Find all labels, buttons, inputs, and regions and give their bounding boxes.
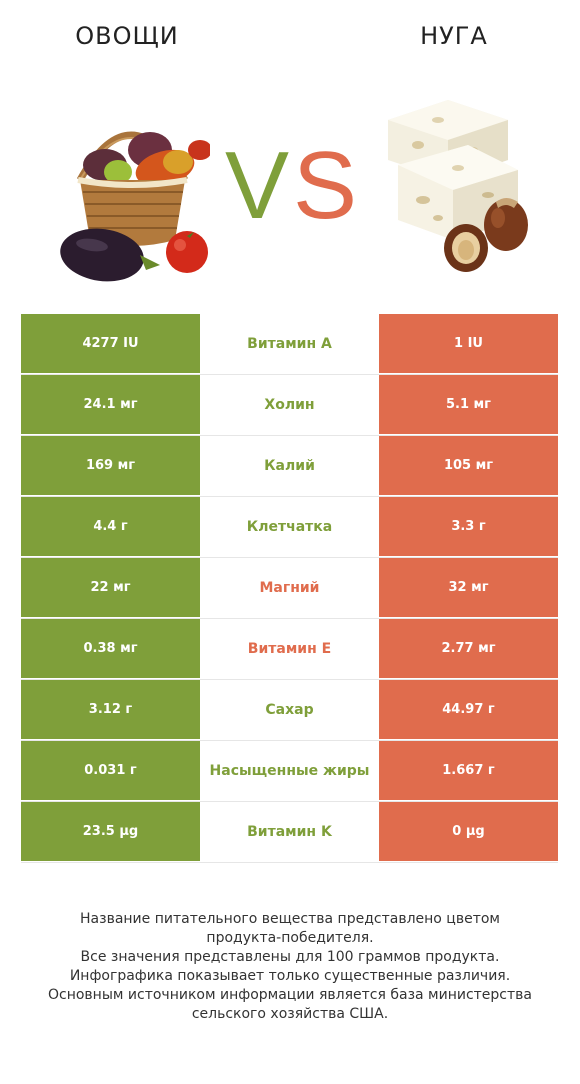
nutrient-name: Витамин E [247,640,332,657]
right-value: 0 µg [379,802,558,862]
right-value: 5.1 мг [379,375,558,435]
nutrient-row: 23.5 µg Витамин K 0 µg [21,802,558,863]
footer-line: Инфографика показывает только существенн… [69,968,511,984]
right-value: 1 IU [379,314,558,374]
left-value: 169 мг [21,436,200,496]
left-value: 0.38 мг [21,619,200,679]
nutrient-row: 169 мг Калий 105 мг [21,436,558,497]
nutrient-name: Витамин K [247,823,332,840]
vegetable-basket-icon [60,131,210,282]
nougat-hazelnut-icon [388,100,528,272]
left-value: 0.031 г [21,741,200,801]
right-value: 3.3 г [379,497,558,557]
versus-icon: V S [225,140,355,230]
svg-text:S: S [293,140,355,230]
left-value: 23.5 µg [21,802,200,862]
nutrient-name: Витамин A [247,335,332,352]
svg-text:V: V [225,140,289,230]
footer-line: сельского хозяйства США. [191,1006,389,1022]
nutrient-row: 0.031 г Насыщенные жиры 1.667 г [21,741,558,802]
right-value: 1.667 г [379,741,558,801]
left-product-title: ОВОЩИ [75,22,179,50]
nutrient-name: Клетчатка [246,518,333,535]
right-product-title: НУГА [420,22,488,50]
nutrient-name: Сахар [265,701,314,718]
nutrient-name: Калий [264,457,315,474]
nutrient-row: 22 мг Магний 32 мг [21,558,558,619]
right-value: 44.97 г [379,680,558,740]
nutrient-name: Магний [259,579,320,596]
nutrient-name: Насыщенные жиры [209,762,370,779]
left-value: 22 мг [21,558,200,618]
left-value: 4277 IU [21,314,200,374]
left-value: 24.1 мг [21,375,200,435]
footer-note: Название питательного вещества представл… [20,910,560,1024]
right-value: 105 мг [379,436,558,496]
footer-line: Все значения представлены для 100 граммо… [80,949,500,965]
footer-line: Название питательного вещества представл… [80,911,500,927]
footer-line: Основным источником информации является … [48,987,532,1003]
footer-line: продукта-победителя. [206,930,374,946]
nutrient-row: 4277 IU Витамин A 1 IU [21,314,558,375]
left-value: 4.4 г [21,497,200,557]
right-value: 32 мг [379,558,558,618]
right-value: 2.77 мг [379,619,558,679]
left-value: 3.12 г [21,680,200,740]
nutrient-row: 3.12 г Сахар 44.97 г [21,680,558,741]
nutrient-row: 4.4 г Клетчатка 3.3 г [21,497,558,558]
nutrient-row: 0.38 мг Витамин E 2.77 мг [21,619,558,680]
nutrient-name: Холин [264,396,315,413]
nutrient-row: 24.1 мг Холин 5.1 мг [21,375,558,436]
